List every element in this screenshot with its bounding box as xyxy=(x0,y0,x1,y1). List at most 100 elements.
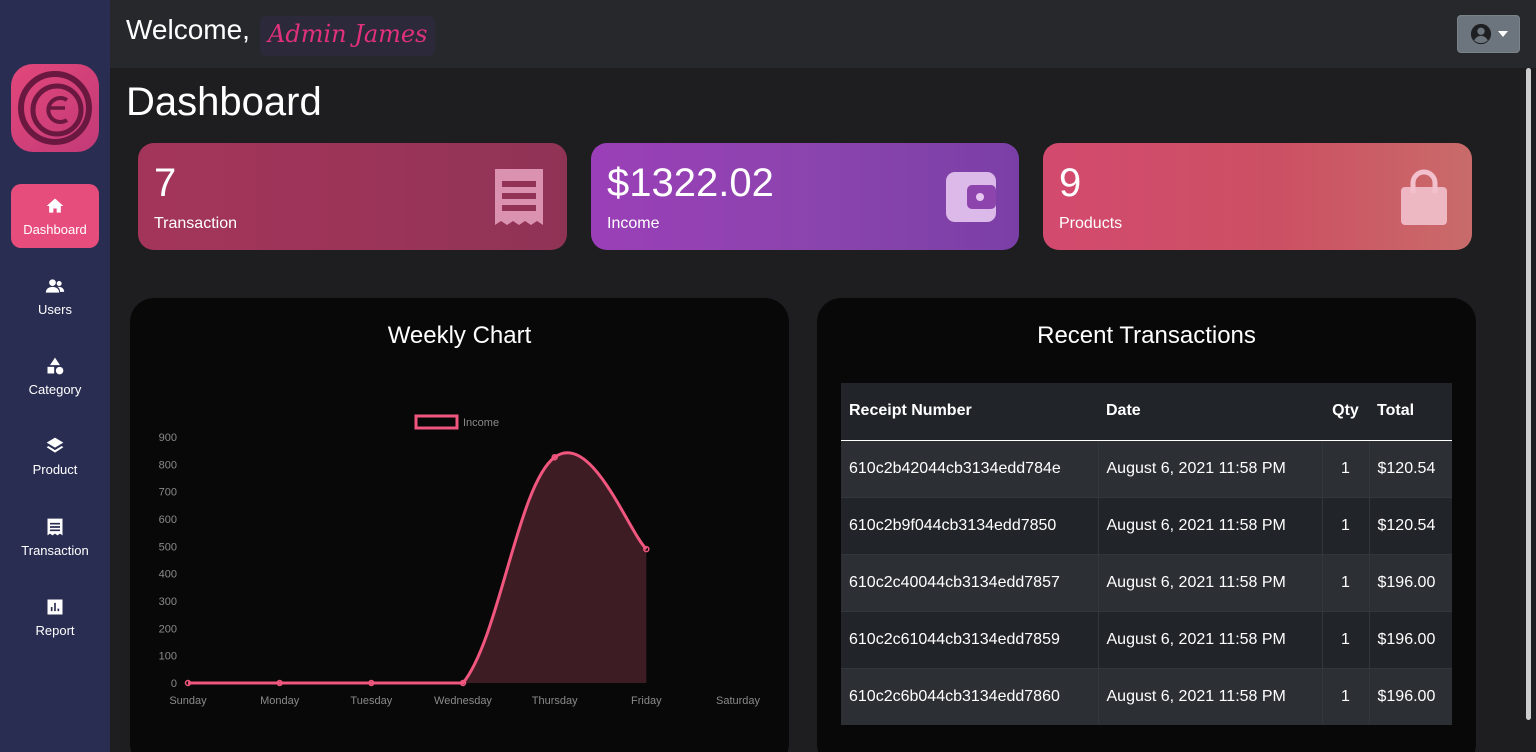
sidebar-item-report[interactable]: Report xyxy=(11,585,99,649)
user-circle-icon xyxy=(1470,23,1491,45)
shapes-icon xyxy=(47,357,64,374)
data-point xyxy=(276,679,283,687)
top-header: Welcome, Admin James xyxy=(110,0,1536,68)
column-header-total: Total xyxy=(1369,383,1452,441)
y-tick-label: 400 xyxy=(159,569,177,581)
transaction-qty: 1 xyxy=(1321,439,1369,497)
column-header-receipt: Receipt Number xyxy=(841,383,1098,441)
table-row[interactable]: 610c2b9f044cb3134edd7850 August 6, 2021 … xyxy=(841,496,1452,554)
table-header-row: Receipt Number Date Qty Total xyxy=(841,383,1452,441)
y-tick-label: 900 xyxy=(159,432,177,444)
income-series-line xyxy=(188,451,648,685)
column-header-qty: Qty xyxy=(1322,383,1369,441)
stat-label: Income xyxy=(607,215,660,232)
transaction-total: $196.00 xyxy=(1368,610,1452,668)
sidebar-item-label: Product xyxy=(32,461,78,477)
data-point xyxy=(643,545,650,553)
page-title: Dashboard xyxy=(126,80,322,124)
user-menu-button[interactable] xyxy=(1457,15,1520,53)
sidebar-item-category[interactable]: Category xyxy=(11,344,99,408)
column-header-date: Date xyxy=(1098,383,1322,441)
y-tick-label: 800 xyxy=(159,459,177,471)
home-icon xyxy=(46,198,64,213)
data-point xyxy=(551,453,558,461)
stat-value: $1322.02 xyxy=(607,161,774,205)
sidebar-item-label: Category xyxy=(28,381,82,397)
y-tick-label: 200 xyxy=(159,623,177,635)
transaction-total: $196.00 xyxy=(1368,553,1452,611)
sidebar-item-label: Transaction xyxy=(21,542,89,558)
stat-label: Transaction xyxy=(154,215,237,232)
receipt-number: 610c2c61044cb3134edd7859 xyxy=(841,610,1098,668)
sidebar-item-transaction[interactable]: Transaction xyxy=(11,505,99,569)
sidebar-item-label: Report xyxy=(35,622,75,638)
income-stat-card: $1322.02 Income xyxy=(591,143,1019,250)
stat-value: 7 xyxy=(154,161,177,205)
transaction-date: August 6, 2021 11:58 PM xyxy=(1097,667,1322,725)
sidebar-item-label: Dashboard xyxy=(23,221,87,237)
shopping-bag-icon xyxy=(1401,169,1447,225)
y-tick-label: 500 xyxy=(159,541,177,553)
transaction-stat-card: 7 Transaction xyxy=(138,143,567,250)
data-point xyxy=(368,679,375,687)
bar-chart-icon xyxy=(47,599,63,614)
x-tick-label: Friday xyxy=(631,695,662,707)
receipt-number: 610c2c40044cb3134edd7857 xyxy=(841,553,1098,611)
x-tick-label: Thursday xyxy=(532,695,578,707)
transaction-qty: 1 xyxy=(1321,610,1369,668)
table-row[interactable]: 610c2c61044cb3134edd7859 August 6, 2021 … xyxy=(841,610,1452,668)
transaction-total: $120.54 xyxy=(1368,496,1452,554)
sidebar-item-users[interactable]: Users xyxy=(11,264,99,328)
scrollbar[interactable] xyxy=(1526,68,1531,720)
transaction-qty: 1 xyxy=(1321,553,1369,611)
transaction-qty: 1 xyxy=(1321,496,1369,554)
transaction-date: August 6, 2021 11:58 PM xyxy=(1097,439,1322,497)
euro-circle-icon xyxy=(18,71,92,145)
transaction-date: August 6, 2021 11:58 PM xyxy=(1097,496,1322,554)
x-tick-label: Monday xyxy=(260,695,300,707)
weekly-chart: 0 100 200 300 400 500 600 700 800 900 Sunday Monday… xyxy=(159,414,761,707)
y-tick-label: 600 xyxy=(159,514,177,526)
sidebar-item-product[interactable]: Product xyxy=(11,424,99,488)
x-tick-label: Sunday xyxy=(169,695,207,707)
welcome-text: Welcome, xyxy=(126,14,250,45)
transaction-date: August 6, 2021 11:58 PM xyxy=(1097,553,1322,611)
transaction-total: $196.00 xyxy=(1368,667,1452,725)
y-tick-label: 100 xyxy=(159,651,177,663)
receipt-icon xyxy=(47,518,63,535)
recent-transactions-panel: Recent Transactions Receipt Number Date … xyxy=(817,298,1476,752)
weekly-chart-title: Weekly Chart xyxy=(387,322,532,349)
transaction-qty: 1 xyxy=(1321,667,1369,725)
app-logo[interactable] xyxy=(11,64,99,152)
admin-name: Admin James xyxy=(260,16,436,56)
transaction-date: August 6, 2021 11:58 PM xyxy=(1097,610,1322,668)
stat-label: Products xyxy=(1059,215,1123,232)
receipt-number: 610c2b9f044cb3134edd7850 xyxy=(841,496,1098,554)
recent-transactions-title: Recent Transactions xyxy=(1037,322,1256,349)
users-icon xyxy=(45,278,65,293)
y-tick-label: 300 xyxy=(159,596,177,608)
receipt-number: 610c2c6b044cb3134edd7860 xyxy=(841,667,1098,725)
products-stat-card: 9 Products xyxy=(1043,143,1472,250)
legend-swatch xyxy=(414,414,459,430)
y-tick-label: 700 xyxy=(159,487,177,499)
data-point xyxy=(459,679,467,687)
weekly-chart-panel: Weekly Chart 0 100 200 300 400 500 600 700 800 90… xyxy=(130,298,789,752)
caret-down-icon xyxy=(1497,31,1508,37)
receipt-number: 610c2b42044cb3134edd784e xyxy=(841,439,1098,497)
table-row[interactable]: 610c2b42044cb3134edd784e August 6, 2021 … xyxy=(841,439,1452,497)
x-tick-label: Wednesday xyxy=(434,695,492,707)
sidebar: Dashboard Users Category Product Transac… xyxy=(0,0,110,752)
transaction-total: $120.54 xyxy=(1368,439,1452,497)
stat-value: 9 xyxy=(1059,161,1082,205)
x-tick-label: Saturday xyxy=(716,695,761,707)
data-point xyxy=(184,679,192,687)
table-row[interactable]: 610c2c40044cb3134edd7857 August 6, 2021 … xyxy=(841,553,1452,611)
table-row[interactable]: 610c2c6b044cb3134edd7860 August 6, 2021 … xyxy=(841,667,1452,725)
sidebar-item-label: Users xyxy=(38,301,72,317)
layers-icon xyxy=(46,437,64,453)
income-area xyxy=(188,452,647,683)
wallet-icon xyxy=(946,172,996,222)
sidebar-item-dashboard[interactable]: Dashboard xyxy=(11,184,99,248)
x-tick-label: Tuesday xyxy=(350,695,392,707)
